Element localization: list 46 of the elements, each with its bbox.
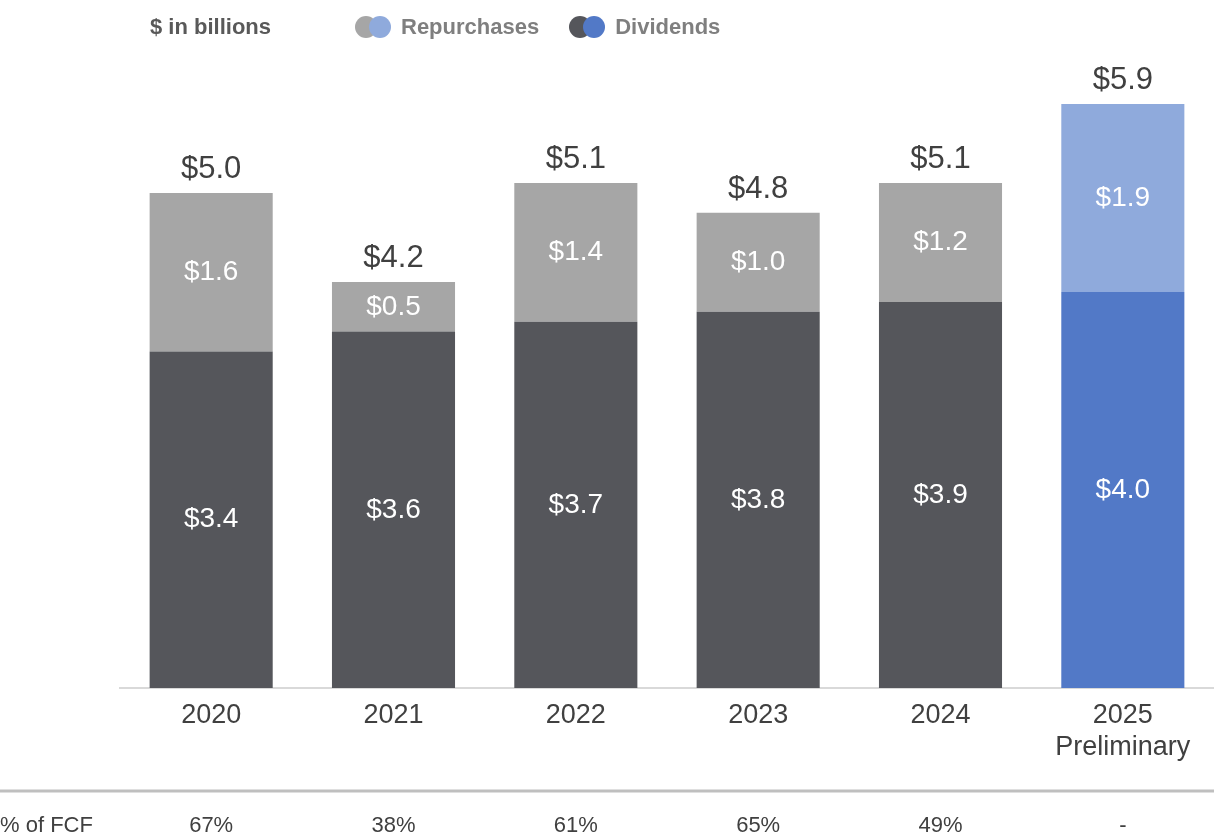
data-label: $1.6 bbox=[183, 254, 239, 286]
bar bbox=[514, 183, 638, 322]
total-label: $4.8 bbox=[727, 169, 789, 205]
x-tick-label: 2023 bbox=[728, 698, 789, 729]
bar bbox=[514, 321, 638, 688]
text: % of FCF bbox=[0, 812, 93, 838]
bar bbox=[331, 331, 456, 688]
text: 38% bbox=[371, 812, 416, 838]
text: 49% bbox=[918, 812, 963, 838]
bar bbox=[149, 193, 273, 352]
data-label: $1.0 bbox=[730, 245, 786, 277]
total-label: $5.0 bbox=[180, 150, 242, 186]
total-label: $5.1 bbox=[545, 140, 607, 176]
legend-label: Repurchases bbox=[401, 14, 540, 40]
data-label: $1.9 bbox=[1095, 180, 1151, 212]
data-label: $3.6 bbox=[366, 492, 421, 524]
bar bbox=[149, 351, 273, 688]
data-label: $1.2 bbox=[913, 225, 968, 257]
data-label: $1.4 bbox=[548, 235, 604, 267]
bar bbox=[878, 183, 1003, 302]
x-tick-label: 2025 Preliminary bbox=[1055, 698, 1191, 762]
x-tick-label: 2022 bbox=[545, 698, 606, 729]
data-label: $3.8 bbox=[730, 482, 786, 514]
x-tick-label: 2021 bbox=[363, 698, 424, 729]
text: 61% bbox=[553, 812, 598, 838]
bar bbox=[696, 311, 820, 688]
x-tick-label: 2024 bbox=[910, 698, 971, 729]
bar bbox=[1061, 103, 1185, 292]
data-label: $3.4 bbox=[183, 502, 239, 534]
total-label: $5.1 bbox=[910, 140, 971, 176]
text: - bbox=[1119, 812, 1127, 838]
text: $ in billions bbox=[150, 14, 272, 40]
bar bbox=[331, 282, 456, 332]
total-label: $4.2 bbox=[363, 239, 424, 275]
total-label: $5.9 bbox=[1092, 60, 1154, 96]
data-label: $3.9 bbox=[913, 477, 968, 509]
bar bbox=[1061, 292, 1185, 688]
text: 65% bbox=[736, 812, 781, 838]
text: 67% bbox=[189, 812, 234, 838]
data-label: $4.0 bbox=[1095, 472, 1151, 504]
bar bbox=[878, 301, 1003, 688]
bar bbox=[696, 212, 820, 312]
data-label: $3.7 bbox=[548, 487, 604, 519]
x-tick-label: 2020 bbox=[181, 698, 242, 729]
data-label: $0.5 bbox=[366, 289, 421, 321]
legend-label: Dividends bbox=[615, 14, 721, 40]
